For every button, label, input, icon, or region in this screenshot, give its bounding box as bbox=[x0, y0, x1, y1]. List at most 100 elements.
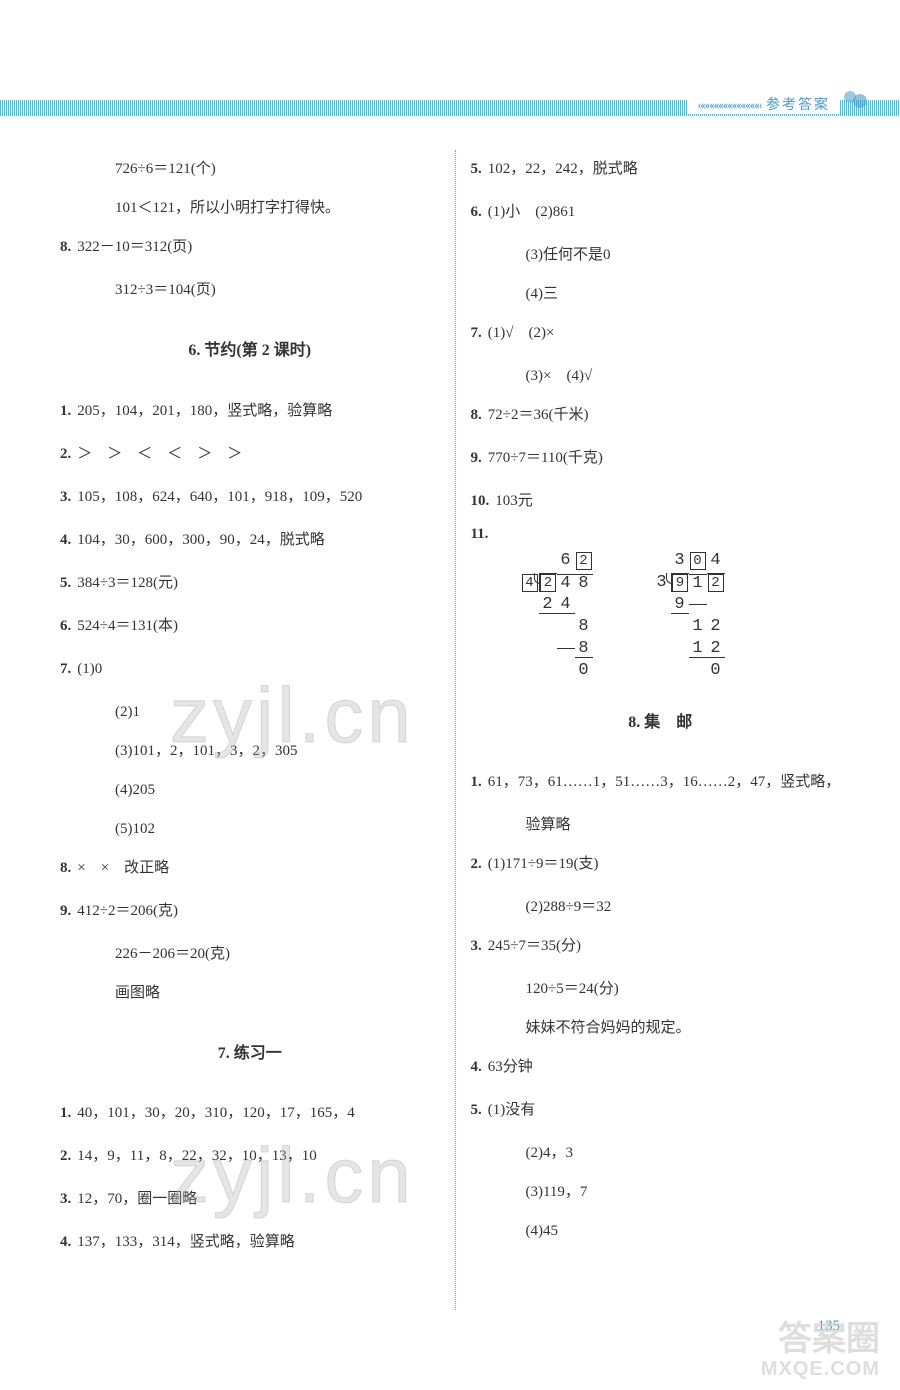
step-digit: 2 bbox=[707, 640, 725, 658]
header-chevrons: «««««««««««««« bbox=[698, 97, 761, 112]
answer-text: 40，101，30，20，310，120，17，165，4 bbox=[77, 1105, 355, 1121]
dividend-box: 9 bbox=[672, 574, 688, 592]
section-title: 6. 节约(第 2 课时) bbox=[60, 330, 440, 372]
left-column: 726÷6＝121(个) 101＜121，所以小明打字打得快。 8.322－10… bbox=[60, 150, 455, 1310]
answer-item: 4.137，133，314，竖式略，验算略 bbox=[60, 1223, 440, 1262]
text-line: 妹妹不符合妈妈的规定。 bbox=[471, 1009, 851, 1048]
step-digit: 1 bbox=[689, 618, 707, 635]
header-text: 参考答案 bbox=[766, 98, 830, 113]
text-line: (3)× (4)√ bbox=[471, 357, 851, 396]
answer-item: 3.245÷7＝35(分) bbox=[471, 927, 851, 966]
answer-text: × × 改正略 bbox=[77, 860, 169, 876]
step-digit: 1 bbox=[689, 640, 707, 658]
answer-item: 4.63分钟 bbox=[471, 1048, 851, 1087]
text-line: (2)1 bbox=[60, 693, 440, 732]
footer-main: 答案圈 bbox=[761, 1321, 880, 1358]
answer-item: 7.(1)√ (2)× bbox=[471, 314, 851, 353]
answer-text: 61，73，61……1，51……3，16……2，47，竖式略， bbox=[488, 774, 841, 790]
footer-watermark: 答案圈 MXQE.COM bbox=[761, 1321, 880, 1380]
answer-item: 2.(1)171÷9＝19(支) bbox=[471, 845, 851, 884]
answer-item: 5.(1)没有 bbox=[471, 1091, 851, 1130]
text-line: (3)任何不是0 bbox=[471, 236, 851, 275]
section-title: 7. 练习一 bbox=[60, 1033, 440, 1075]
quotient-digit: 6 bbox=[557, 552, 575, 569]
step-digit: 9 bbox=[671, 596, 689, 614]
dividend-box: 2 bbox=[540, 574, 556, 592]
step-digit: 8 bbox=[575, 618, 593, 635]
header-label: «««««««««««««« 参考答案 bbox=[688, 94, 841, 114]
answer-item: 1.40，101，30，20，310，120，17，165，4 bbox=[60, 1094, 440, 1133]
text-line: (2)4，3 bbox=[471, 1134, 851, 1173]
answer-text: 322－10＝312(页) bbox=[77, 239, 192, 255]
text-line: 验算略 bbox=[471, 806, 851, 845]
answer-item: 8.× × 改正略 bbox=[60, 849, 440, 888]
answer-item: 3.105，108，624，640，101，918，109，520 bbox=[60, 478, 440, 517]
text-line: 101＜121，所以小明打字打得快。 bbox=[60, 189, 440, 228]
section-title: 8. 集 邮 bbox=[471, 702, 851, 744]
answer-text: 245÷7＝35(分) bbox=[488, 938, 581, 954]
text-line: 726÷6＝121(个) bbox=[60, 150, 440, 189]
quotient-box: 2 bbox=[576, 552, 592, 570]
answer-text: (1)没有 bbox=[488, 1102, 536, 1118]
answer-text: 63分钟 bbox=[488, 1059, 533, 1075]
content-area: 726÷6＝121(个) 101＜121，所以小明打字打得快。 8.322－10… bbox=[60, 150, 850, 1310]
answer-item: 6.(1)小 (2)861 bbox=[471, 193, 851, 232]
answer-text: 72÷2＝36(千米) bbox=[488, 407, 589, 423]
answer-text: 102，22，242，脱式略 bbox=[488, 161, 638, 177]
answer-text: 104，30，600，300，90，24，脱式略 bbox=[77, 532, 325, 548]
text-line: (5)102 bbox=[60, 810, 440, 849]
text-line: 120÷5＝24(分) bbox=[471, 970, 851, 1009]
answer-text: 205，104，201，180，竖式略，验算略 bbox=[77, 403, 332, 419]
text-line: (2)288÷9＝32 bbox=[471, 888, 851, 927]
answer-item: 2.＞ ＞ ＜ ＜ ＞ ＞ bbox=[60, 435, 440, 474]
answer-item: 9.770÷7＝110(千克) bbox=[471, 439, 851, 478]
dividend-digit: 8 bbox=[575, 574, 593, 592]
answer-text: 14，9，11，8，22，32，10，13，10 bbox=[77, 1148, 316, 1164]
text-line: (4)205 bbox=[60, 771, 440, 810]
dividend-digit: 4 bbox=[557, 574, 575, 592]
answer-item: 9.412÷2＝206(克) bbox=[60, 892, 440, 931]
item-number: 11. bbox=[471, 526, 489, 542]
step-digit: 0 bbox=[707, 662, 725, 679]
long-division-1: 6 2 4 2 4 8 2 4 8 bbox=[521, 550, 593, 682]
long-division-2: 3 0 4 3 9 1 2 9 1 bbox=[653, 550, 725, 682]
footer-sub: MXQE.COM bbox=[761, 1358, 880, 1380]
answer-text: 524÷4＝131(本) bbox=[77, 618, 178, 634]
text-line: 画图略 bbox=[60, 974, 440, 1013]
step-digit: 0 bbox=[575, 662, 593, 679]
text-line: 312÷3＝104(页) bbox=[60, 271, 440, 310]
answer-text: 770÷7＝110(千克) bbox=[488, 450, 603, 466]
answer-text: (1)√ (2)× bbox=[488, 325, 555, 341]
text-line: (4)三 bbox=[471, 275, 851, 314]
text-line: 226－206＝20(克) bbox=[60, 935, 440, 974]
answer-item: 5.102，22，242，脱式略 bbox=[471, 150, 851, 189]
answer-item: 6.524÷4＝131(本) bbox=[60, 607, 440, 646]
answer-text: 412÷2＝206(克) bbox=[77, 903, 178, 919]
answer-text: (1)171÷9＝19(支) bbox=[488, 856, 599, 872]
right-column: 5.102，22，242，脱式略 6.(1)小 (2)861 (3)任何不是0 … bbox=[455, 150, 851, 1310]
quotient-digit: 3 bbox=[671, 552, 689, 569]
header-decoration-icon bbox=[840, 85, 870, 115]
answer-item: 3.12，70，圈一圈略 bbox=[60, 1180, 440, 1219]
answer-text: 12，70，圈一圈略 bbox=[77, 1191, 197, 1207]
answer-text: 137，133，314，竖式略，验算略 bbox=[77, 1234, 295, 1250]
answer-text: (1)0 bbox=[77, 661, 102, 677]
answer-item: 4.104，30，600，300，90，24，脱式略 bbox=[60, 521, 440, 560]
answer-text: 103元 bbox=[495, 493, 533, 509]
dividend-digit: 1 bbox=[689, 574, 707, 592]
answer-item: 7.(1)0 bbox=[60, 650, 440, 689]
quotient-box: 0 bbox=[690, 552, 706, 570]
answer-item: 1.205，104，201，180，竖式略，验算略 bbox=[60, 392, 440, 431]
answer-item: 8.322－10＝312(页) bbox=[60, 228, 440, 267]
text-line: (4)45 bbox=[471, 1212, 851, 1251]
answer-text: ＞ ＞ ＜ ＜ ＞ ＞ bbox=[77, 446, 242, 462]
step-digit: 2 bbox=[707, 618, 725, 635]
dividend-box: 2 bbox=[708, 574, 724, 592]
answer-item: 10.103元 bbox=[471, 482, 851, 521]
text-line: (3)119，7 bbox=[471, 1173, 851, 1212]
quotient-digit: 4 bbox=[707, 552, 725, 569]
answer-item: 5.384÷3＝128(元) bbox=[60, 564, 440, 603]
answer-item: 8.72÷2＝36(千米) bbox=[471, 396, 851, 435]
answer-item-11: 11. bbox=[471, 525, 851, 545]
answer-text: 105，108，624，640，101，918，109，520 bbox=[77, 489, 362, 505]
